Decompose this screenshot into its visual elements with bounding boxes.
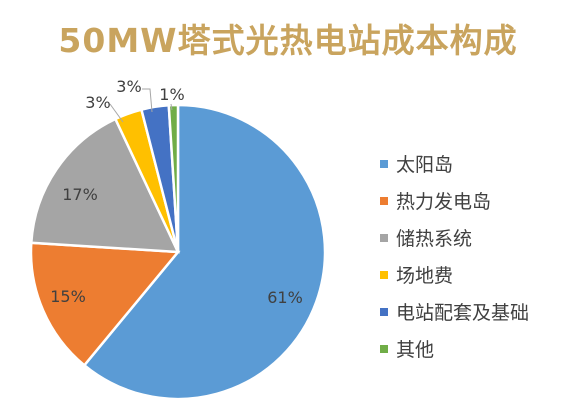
chart-title: 50MW塔式光热电站成本构成 [58,21,518,60]
legend-swatch [380,196,388,205]
legend-swatch [380,159,388,168]
legend-label: 储热系统 [396,228,473,250]
slice-label-6: 1% [159,85,184,104]
legend-item: 电站配套及基础 [380,293,529,330]
legend: 太阳岛热力发电岛储热系统场地费电站配套及基础 其他 [380,145,529,367]
slice-label-3: 17% [62,185,98,204]
legend-swatch [380,307,388,316]
legend-label: 热力发电岛 [396,191,492,213]
legend-item: 其他 [380,330,529,367]
legend-label: 场地费 [396,265,454,287]
pie-slice-6 [167,103,180,253]
legend-swatch [380,344,388,353]
legend-item: 储热系统 [380,219,529,256]
slice-label-1: 61% [267,288,303,307]
leader-line-5 [142,88,153,113]
pie-slice-1 [82,103,327,401]
legend-item: 热力发电岛 [380,182,529,219]
pie-slice-2 [29,241,181,368]
slice-label-2: 15% [50,287,86,306]
leader-line-4 [109,103,124,123]
leader-line-6 [170,103,173,111]
legend-label: 其他 [396,339,435,361]
legend-item: 太阳岛 [380,145,529,182]
legend-label: 电站配套及基础 [396,302,530,324]
pie-slice-3 [29,117,181,254]
legend-label: 太阳岛 [396,154,454,176]
legend-swatch [380,270,388,279]
slice-label-5: 3% [116,77,141,96]
legend-swatch [380,233,388,242]
slice-label-4: 3% [85,93,110,112]
legend-item: 场地费 [380,256,529,293]
